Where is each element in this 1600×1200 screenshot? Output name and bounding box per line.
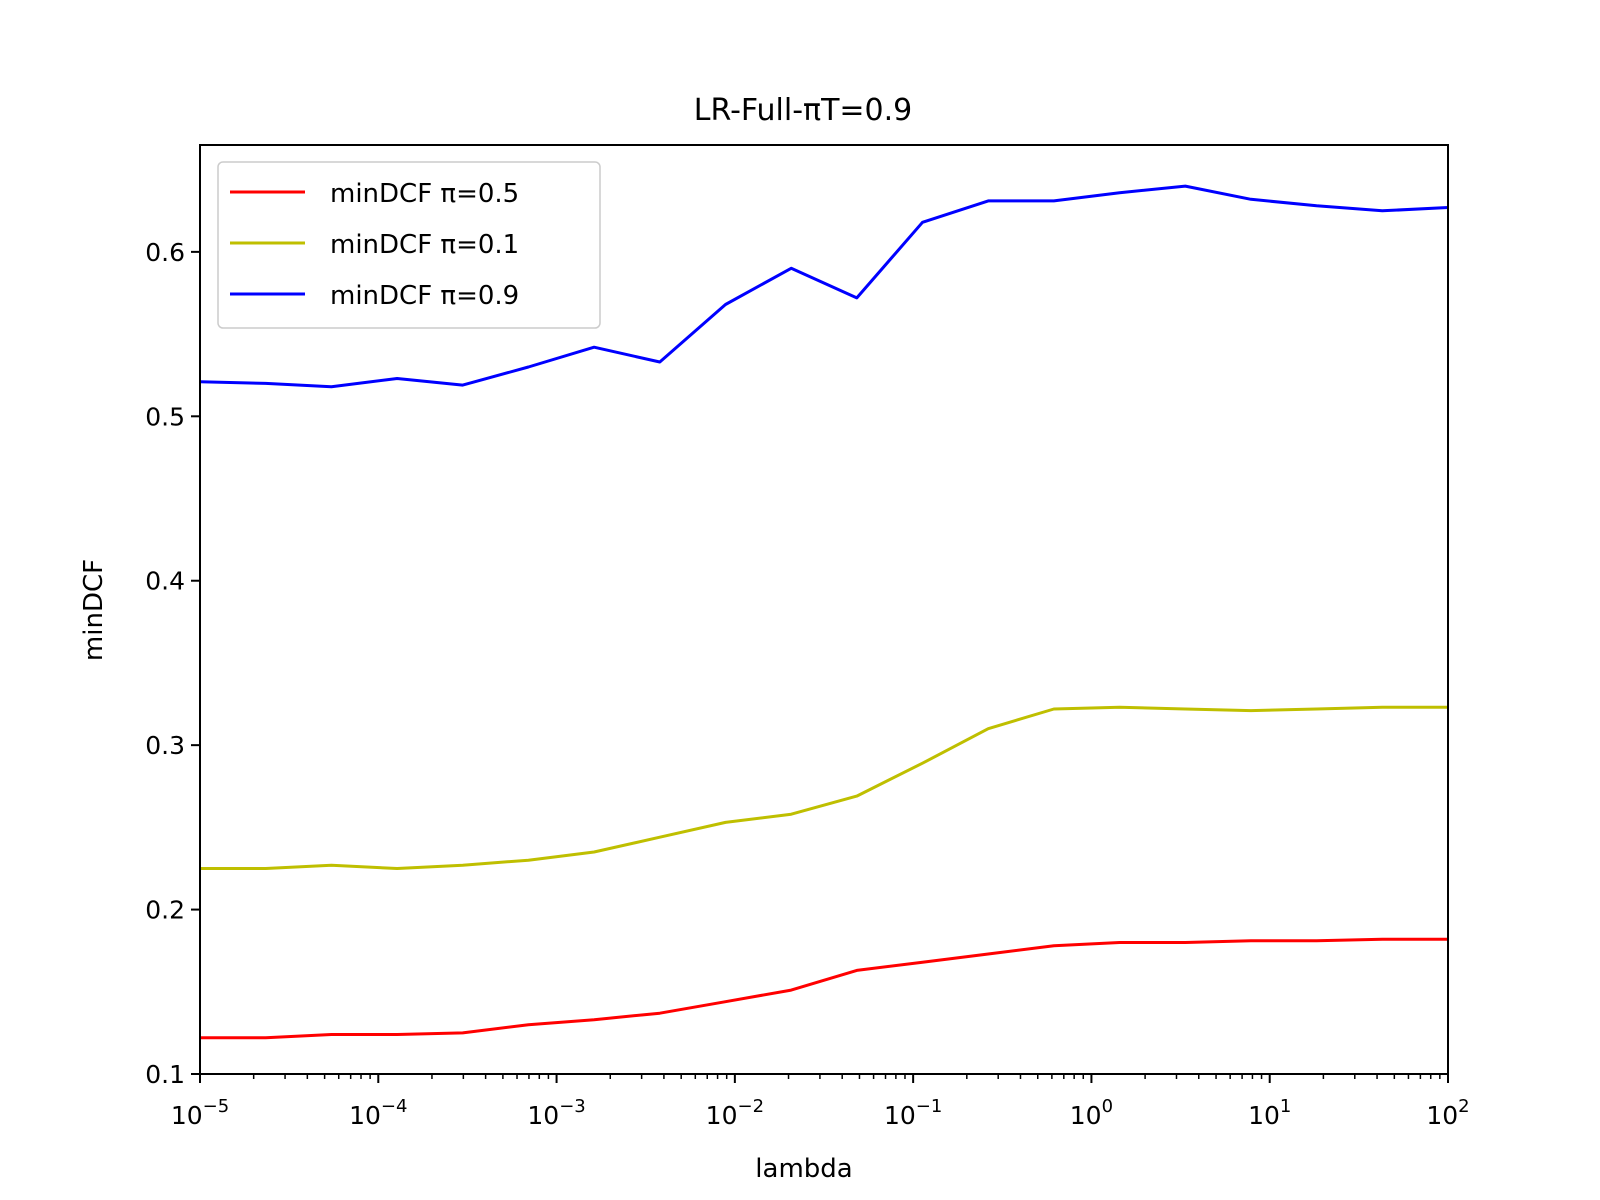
x-axis: 10−5 10−4 10−3 10−2 10−1 100 101 102 [171, 1074, 1470, 1130]
x-tick-label: 100 [1070, 1096, 1113, 1130]
series-line-2 [200, 705, 1448, 870]
plot-lines [199, 184, 1449, 1040]
x-tick-label: 10−3 [527, 1096, 585, 1130]
y-tick-label: 0.2 [145, 896, 185, 925]
series-line-1 [200, 937, 1448, 1040]
x-tick-label: 10−1 [884, 1096, 942, 1130]
y-tick-label: 0.1 [145, 1060, 185, 1089]
plot-frame [199, 144, 1449, 1075]
series-line-3 [199, 184, 1449, 389]
x-tick-label: 10−5 [171, 1096, 229, 1130]
y-tick-label: 0.6 [145, 238, 185, 267]
legend-label-2: minDCF π=0.1 [330, 230, 519, 260]
legend-box [217, 161, 601, 329]
legend-label-3: minDCF π=0.9 [330, 281, 519, 311]
x-tick-label: 101 [1248, 1096, 1291, 1130]
chart-title: LR-Full-πT=0.9 [694, 93, 913, 128]
y-axis: 0.1 0.2 0.3 0.4 0.5 0.6 [145, 238, 200, 1089]
x-tick-label: 10−2 [706, 1096, 764, 1130]
y-tick-label: 0.3 [145, 731, 185, 760]
legend-label-1: minDCF π=0.5 [330, 179, 519, 209]
x-axis-label: lambda [755, 1154, 852, 1184]
y-tick-label: 0.4 [145, 567, 185, 596]
y-axis-label: minDCF [79, 559, 109, 661]
y-tick-label: 0.5 [145, 402, 185, 431]
x-tick-label: 102 [1426, 1096, 1469, 1130]
legend: minDCF π=0.5 minDCF π=0.1 minDCF π=0.9 [217, 161, 601, 329]
x-tick-label: 10−4 [349, 1096, 407, 1130]
